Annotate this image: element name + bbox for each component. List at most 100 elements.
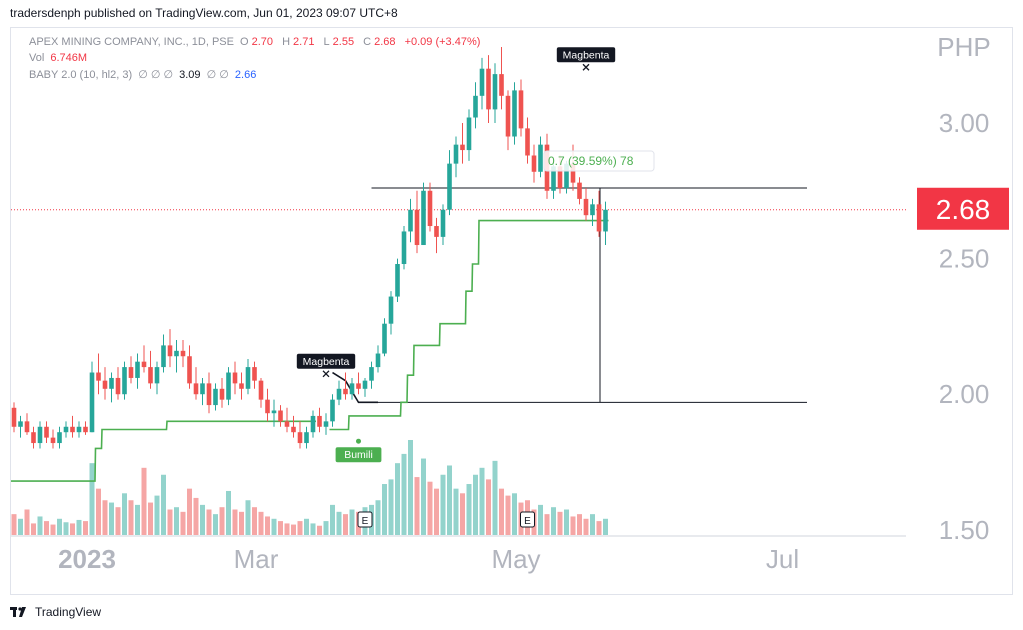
candle-body — [369, 367, 374, 381]
candle-body — [102, 380, 108, 389]
volume-bar — [18, 518, 23, 535]
candle-body — [473, 95, 478, 118]
candle-body — [206, 383, 212, 406]
candle-body — [492, 74, 498, 110]
candle-body — [551, 166, 556, 191]
volume-bar — [24, 509, 30, 535]
candle-body — [284, 421, 290, 427]
candle-body — [564, 163, 569, 189]
volume-bar — [512, 493, 517, 535]
volume-bar — [128, 500, 134, 535]
volume-bar — [187, 488, 192, 535]
x-tick-label: May — [491, 544, 540, 574]
legend-indicator-empty2: ∅ ∅ — [206, 69, 229, 81]
candle-body — [486, 68, 491, 110]
candle-body — [128, 367, 134, 378]
candle-body — [291, 426, 296, 433]
volume-bar — [304, 518, 309, 535]
volume-bar — [265, 516, 270, 535]
last-price-label: 2.68 — [936, 194, 991, 225]
volume-bar — [603, 518, 608, 535]
footer-brand[interactable]: TradingView — [35, 605, 102, 619]
candle-body — [63, 426, 69, 433]
legend-change: +0.09 (+3.47%) — [404, 36, 481, 48]
candle-body — [213, 388, 218, 406]
candle-body — [531, 155, 537, 172]
candle-body — [499, 74, 504, 96]
legend-indicator-val2: 2.66 — [234, 69, 257, 81]
candle-body — [421, 190, 426, 246]
x-tick-label: Mar — [234, 544, 279, 574]
volume-bar — [291, 524, 296, 535]
volume-bar — [330, 504, 335, 535]
volume-bar — [323, 521, 329, 535]
candle-body — [109, 377, 114, 389]
candle-body — [408, 209, 413, 232]
candle-body — [356, 383, 361, 389]
signal-label-text: Magbenta — [563, 49, 610, 61]
measure-label-box — [543, 150, 655, 172]
volume-bar — [135, 504, 140, 535]
volume-bar — [96, 488, 101, 535]
candle-body — [174, 350, 179, 357]
candle-body — [278, 410, 283, 422]
y-tick-label: 3.00 — [939, 108, 990, 138]
legend-indicator-label[interactable]: BABY 2.0 (10, hl2, 3) — [29, 69, 133, 81]
legend-close-label: C — [363, 36, 372, 48]
volume-bar — [278, 521, 283, 535]
legend-open-label: O — [240, 36, 249, 48]
buy-signal-label: Bumili — [335, 438, 382, 463]
candlestick-chart[interactable]: Magbenta Magbenta Bumili 0.7 (39.59%) 78 E E P… — [11, 28, 1012, 594]
legend-indicator-val1: 3.09 — [179, 69, 201, 81]
candle-body — [317, 415, 322, 427]
candle-body — [590, 204, 595, 216]
legend-symbol[interactable]: APEX MINING COMPANY, INC., 1D, PSE — [29, 36, 234, 48]
legend-open: 2.70 — [251, 36, 274, 48]
volume-bar — [219, 507, 225, 535]
volume-bar — [447, 465, 452, 535]
candle-body — [603, 209, 608, 232]
volume-bar — [115, 507, 121, 535]
candle-body — [122, 367, 127, 395]
volume-bar — [258, 511, 264, 535]
volume-bar — [174, 507, 179, 535]
candle-body — [57, 432, 62, 444]
candle-body — [239, 383, 244, 389]
volume-bar — [427, 481, 433, 535]
candle-body — [219, 388, 225, 400]
candle-body — [453, 144, 459, 164]
earnings-label: E — [524, 516, 531, 527]
candle-body — [135, 361, 140, 378]
volume-bar — [76, 519, 82, 535]
earnings-label: E — [362, 516, 369, 527]
candle-body — [245, 367, 251, 389]
volume-bar — [109, 502, 114, 535]
candle-body — [440, 209, 446, 237]
chart-frame[interactable]: Magbenta Magbenta Bumili 0.7 (39.59%) 78 E E P… — [10, 27, 1013, 595]
volume-bar — [401, 453, 407, 535]
volume-bar — [245, 500, 251, 535]
volume-bar — [583, 518, 589, 535]
signal-label-box — [296, 353, 356, 369]
volume-bar — [382, 484, 387, 535]
y-tick-label: 2.00 — [939, 379, 990, 409]
volume-bar — [505, 495, 511, 535]
volume-bar — [11, 514, 17, 535]
volume-bar — [317, 525, 322, 535]
candle-body — [434, 226, 439, 237]
candle-body — [297, 432, 303, 444]
volume-bar — [167, 509, 173, 535]
candle-body — [18, 421, 23, 427]
volume-bar — [544, 514, 550, 535]
volume-bar — [271, 518, 277, 535]
volume-bar — [154, 495, 160, 535]
candle-body — [427, 190, 433, 227]
legend-indicator-row: BABY 2.0 (10, hl2, 3) ∅ ∅ ∅ 3.09 ∅ ∅ 2.6… — [29, 68, 259, 81]
candle-body — [76, 426, 82, 433]
volume-bar — [577, 514, 582, 535]
volume-bar — [453, 488, 459, 535]
volume-bar — [148, 502, 153, 535]
candle-body — [11, 407, 17, 427]
candle-body — [577, 182, 582, 199]
volume-bar — [310, 523, 316, 535]
